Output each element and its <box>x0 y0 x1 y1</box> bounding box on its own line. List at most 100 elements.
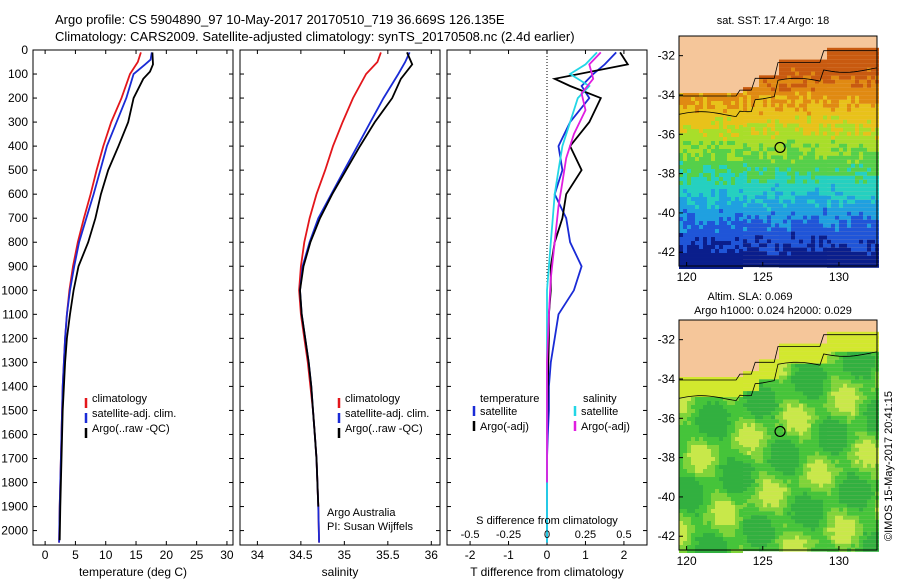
map-cell <box>859 259 863 264</box>
map-cell <box>699 257 703 262</box>
map-cell <box>783 243 787 248</box>
map-cell <box>703 485 707 490</box>
map-cell <box>851 127 855 132</box>
map-cell <box>691 257 695 262</box>
map-cell <box>751 247 755 252</box>
map-cell <box>707 149 711 154</box>
map-cell <box>731 477 735 482</box>
map-cell <box>747 371 751 376</box>
map-cell <box>827 255 831 260</box>
map-cell <box>743 479 747 484</box>
map-cell <box>727 549 731 554</box>
map-cell <box>815 395 819 400</box>
map-cell <box>843 519 847 524</box>
map-cell <box>767 443 771 448</box>
map-cell <box>839 403 843 408</box>
map-cell <box>863 191 867 196</box>
map-cell <box>811 167 815 172</box>
map-cell <box>799 359 803 364</box>
map-cell <box>855 527 859 532</box>
map-cell <box>831 143 835 148</box>
map-cell <box>855 435 859 440</box>
map-cell <box>815 143 819 148</box>
map-cell <box>699 525 703 530</box>
map-cell <box>731 237 735 242</box>
map-cell <box>707 221 711 226</box>
map-cell <box>735 173 739 178</box>
map-cell <box>779 531 783 536</box>
map-cell <box>803 355 807 360</box>
map-cell <box>691 381 695 386</box>
map-cell <box>711 473 715 478</box>
map-cell <box>775 375 779 380</box>
map-cell <box>851 191 855 196</box>
map-cell <box>727 201 731 206</box>
map-cell <box>699 433 703 438</box>
map-x-tick-label: 125 <box>753 270 773 284</box>
map-cell <box>739 549 743 554</box>
map-cell <box>843 359 847 364</box>
map-cell <box>783 111 787 116</box>
map-cell <box>827 79 831 84</box>
map-cell <box>727 233 731 238</box>
map-cell <box>783 351 787 356</box>
map-cell <box>759 511 763 516</box>
map-cell <box>839 231 843 236</box>
map-cell <box>775 455 779 460</box>
map-cell <box>859 359 863 364</box>
map-cell <box>775 127 779 132</box>
map-cell <box>819 523 823 528</box>
map-cell <box>691 521 695 526</box>
map-cell <box>763 183 767 188</box>
map-cell <box>867 63 871 68</box>
map-cell <box>775 79 779 84</box>
map-cell <box>843 339 847 344</box>
map-cell <box>859 527 863 532</box>
map-cell <box>795 219 799 224</box>
map-cell <box>859 131 863 136</box>
map-cell <box>739 417 743 422</box>
map-cell <box>799 87 803 92</box>
map-cell <box>691 513 695 518</box>
map-cell <box>867 179 871 184</box>
map-cell <box>723 137 727 142</box>
map-cell <box>767 115 771 120</box>
map-cell <box>783 103 787 108</box>
map-cell <box>703 533 707 538</box>
map-cell <box>795 415 799 420</box>
map-cell <box>827 239 831 244</box>
map-cell <box>723 545 727 550</box>
map-cell <box>739 157 743 162</box>
map-cell <box>807 543 811 548</box>
map-cell <box>795 103 799 108</box>
map-cell <box>735 485 739 490</box>
map-cell <box>723 529 727 534</box>
map-cell <box>783 423 787 428</box>
map-cell <box>787 219 791 224</box>
map-cell <box>711 385 715 390</box>
map-cell <box>687 437 691 442</box>
map-cell <box>787 175 791 180</box>
map-cell <box>735 185 739 190</box>
map-cell <box>839 211 843 216</box>
map-cell <box>723 445 727 450</box>
map-cell <box>703 197 707 202</box>
map-cell <box>687 265 691 270</box>
map-cell <box>739 257 743 262</box>
map-cell <box>711 413 715 418</box>
map-cell <box>823 155 827 160</box>
map-cell <box>679 409 683 414</box>
map-cell <box>819 391 823 396</box>
map-cell <box>711 217 715 222</box>
map-cell <box>743 383 747 388</box>
map-cell <box>807 151 811 156</box>
map-cell <box>835 71 839 76</box>
map-cell <box>771 495 775 500</box>
map-cell <box>703 457 707 462</box>
map-cell <box>711 105 715 110</box>
map-cell <box>727 237 731 242</box>
map-cell <box>847 351 851 356</box>
map-cell <box>863 343 867 348</box>
map-cell <box>795 71 799 76</box>
map-cell <box>795 491 799 496</box>
